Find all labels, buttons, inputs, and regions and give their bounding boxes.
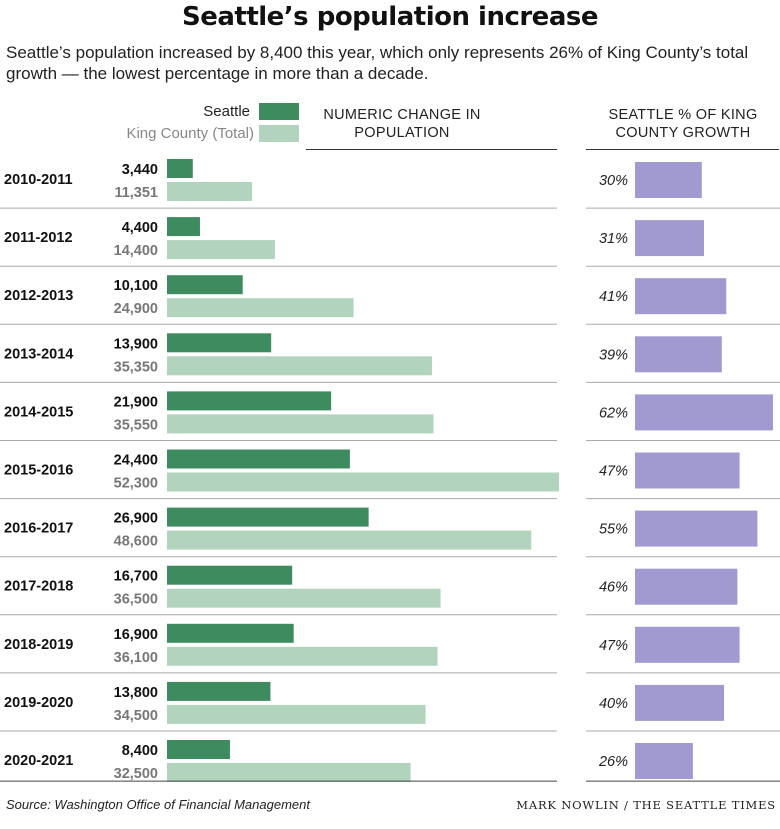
bar-seattle: [167, 565, 293, 585]
legend-label-seattle: Seattle: [203, 103, 250, 120]
data-label-pct: 40%: [599, 696, 628, 712]
header-numeric-change: NUMERIC CHANGE IN POPULATION: [323, 107, 481, 141]
bar-seattle-pct: [635, 394, 773, 431]
data-label-pct: 26%: [598, 754, 628, 770]
legend-swatch-king-county: [259, 125, 299, 142]
category-label: 2015-2016: [4, 463, 73, 479]
header-rule-change: [306, 149, 557, 150]
data-label-pct: 46%: [599, 580, 628, 596]
bar-king-county: [167, 298, 354, 318]
data-label-seattle: 13,800: [114, 685, 158, 701]
bar-king-county: [167, 763, 411, 782]
header-seattle-pct: SEATTLE % OF KING COUNTY GROWTH: [608, 107, 758, 141]
data-label-king-county: 35,350: [114, 359, 158, 375]
data-label-pct: 47%: [599, 638, 628, 654]
data-label-seattle: 8,400: [122, 743, 158, 759]
bar-king-county: [167, 704, 426, 724]
data-label-seattle: 13,900: [114, 336, 158, 352]
data-label-pct: 41%: [599, 289, 628, 305]
data-label-king-county: 36,100: [114, 650, 158, 666]
bar-seattle: [167, 275, 243, 295]
bar-seattle: [167, 507, 369, 527]
bar-seattle-pct: [635, 510, 758, 547]
bar-king-county: [167, 588, 441, 608]
bar-seattle-pct: [635, 278, 727, 315]
data-label-king-county: 35,550: [114, 417, 158, 433]
data-label-seattle: 21,900: [114, 394, 158, 410]
data-label-seattle: 16,900: [114, 627, 158, 643]
data-label-pct: 55%: [599, 522, 628, 538]
bar-king-county: [167, 646, 438, 666]
bar-seattle-pct: [635, 162, 702, 198]
data-label-king-county: 52,300: [114, 476, 158, 492]
bar-seattle: [167, 333, 272, 353]
data-label-king-county: 11,351: [114, 185, 158, 201]
bar-seattle: [167, 159, 193, 178]
category-label: 2020-2021: [4, 753, 73, 769]
data-label-seattle: 4,400: [122, 220, 158, 236]
legend-label-king-county: King County (Total): [126, 125, 254, 142]
category-label: 2014-2015: [4, 404, 73, 420]
chart-title: Seattle’s population increase: [182, 2, 598, 32]
bar-seattle-pct: [635, 452, 740, 489]
bar-seattle-pct: [635, 568, 738, 605]
data-label-seattle: 26,900: [114, 511, 158, 527]
bar-king-county: [167, 472, 559, 492]
bar-king-county: [167, 414, 434, 434]
bar-king-county: [167, 530, 532, 550]
category-label: 2010-2011: [4, 172, 73, 188]
bar-seattle: [167, 681, 271, 701]
data-label-king-county: 14,400: [114, 243, 158, 259]
chart-subtitle: Seattle’s population increased by 8,400 …: [6, 43, 749, 83]
data-label-seattle: 24,400: [114, 453, 158, 469]
data-label-seattle: 10,100: [114, 278, 158, 294]
bar-seattle: [167, 391, 332, 411]
bar-seattle-pct: [635, 743, 693, 779]
data-label-king-county: 32,500: [114, 766, 158, 782]
data-label-king-county: 24,900: [114, 301, 158, 317]
header-rule-pct: [586, 149, 779, 150]
data-label-king-county: 48,600: [114, 534, 158, 550]
data-label-king-county: 36,500: [114, 592, 158, 608]
credit-line: MARK NOWLIN / THE SEATTLE TIMES: [516, 798, 776, 812]
data-label-king-county: 34,500: [114, 708, 158, 724]
category-label: 2011-2012: [4, 230, 73, 246]
bar-king-county: [167, 182, 253, 201]
category-label: 2016-2017: [4, 521, 73, 537]
bar-seattle-pct: [635, 220, 704, 257]
category-label: 2013-2014: [4, 346, 73, 362]
category-label: 2018-2019: [4, 637, 73, 653]
bar-seattle: [167, 449, 350, 469]
bar-seattle: [167, 623, 294, 643]
category-label: 2012-2013: [4, 288, 73, 304]
bar-seattle-pct: [635, 684, 725, 721]
data-label-pct: 47%: [599, 464, 628, 480]
source-note: Source: Washington Office of Financial M…: [6, 797, 310, 812]
bar-seattle-pct: [635, 626, 740, 663]
bar-seattle: [167, 217, 200, 237]
bar-king-county: [167, 240, 275, 260]
category-label: 2019-2020: [4, 695, 73, 711]
data-label-seattle: 16,700: [114, 569, 158, 585]
category-label: 2017-2018: [4, 579, 73, 595]
data-label-seattle: 3,440: [122, 162, 158, 178]
bar-seattle: [167, 740, 230, 759]
data-label-pct: 30%: [599, 173, 628, 189]
bar-king-county: [167, 356, 432, 376]
bar-seattle-pct: [635, 336, 722, 373]
data-label-pct: 39%: [599, 347, 628, 363]
data-label-pct: 62%: [599, 405, 628, 421]
data-label-pct: 31%: [599, 231, 628, 247]
legend-swatch-seattle: [259, 103, 299, 120]
